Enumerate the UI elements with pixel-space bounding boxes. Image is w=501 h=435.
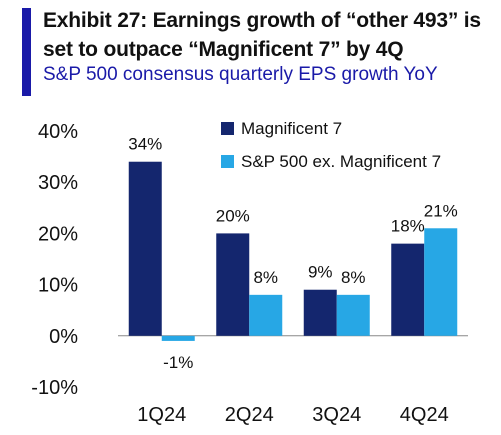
data-label: 9% (308, 263, 333, 282)
y-tick-label: 30% (38, 172, 78, 194)
x-tick-label: 2Q24 (225, 404, 274, 426)
chart-title: Exhibit 27: Earnings growth of “other 49… (43, 9, 481, 61)
data-label: 20% (216, 206, 250, 225)
bar-ex-magnificent-7-3q24 (336, 294, 370, 336)
bar-magnificent-7-1q24 (128, 161, 162, 336)
y-tick-label: 20% (38, 223, 78, 245)
data-label: -1% (163, 353, 193, 372)
x-tick-label: 4Q24 (400, 404, 449, 426)
y-tick-label: -10% (31, 377, 78, 399)
y-tick-label: 10% (38, 275, 78, 297)
title-accent-bar (22, 8, 31, 96)
data-label: 8% (253, 268, 278, 287)
y-tick-label: 40% (38, 121, 78, 143)
bar-ex-magnificent-7-2q24 (249, 294, 283, 336)
legend-swatch-magnificent-7 (221, 122, 234, 135)
bar-magnificent-7-2q24 (216, 233, 250, 336)
x-tick-label: 1Q24 (137, 404, 186, 426)
y-tick-label: 0% (49, 326, 78, 348)
bar-ex-magnificent-7-4q24 (424, 228, 458, 336)
bar-magnificent-7-3q24 (303, 289, 337, 336)
data-label: 34% (128, 135, 162, 154)
bar-ex-magnificent-7-1q24 (161, 335, 195, 341)
bar-magnificent-7-4q24 (391, 243, 425, 336)
data-label: 18% (391, 217, 425, 236)
legend-label: S&P 500 ex. Magnificent 7 (241, 152, 441, 171)
data-label: 8% (341, 268, 366, 287)
legend-swatch-ex-magnificent-7 (221, 155, 234, 168)
chart-subtitle: S&P 500 consensus quarterly EPS growth Y… (43, 64, 438, 85)
data-label: 21% (424, 201, 458, 220)
x-tick-label: 3Q24 (312, 404, 361, 426)
legend-label: Magnificent 7 (241, 119, 342, 138)
